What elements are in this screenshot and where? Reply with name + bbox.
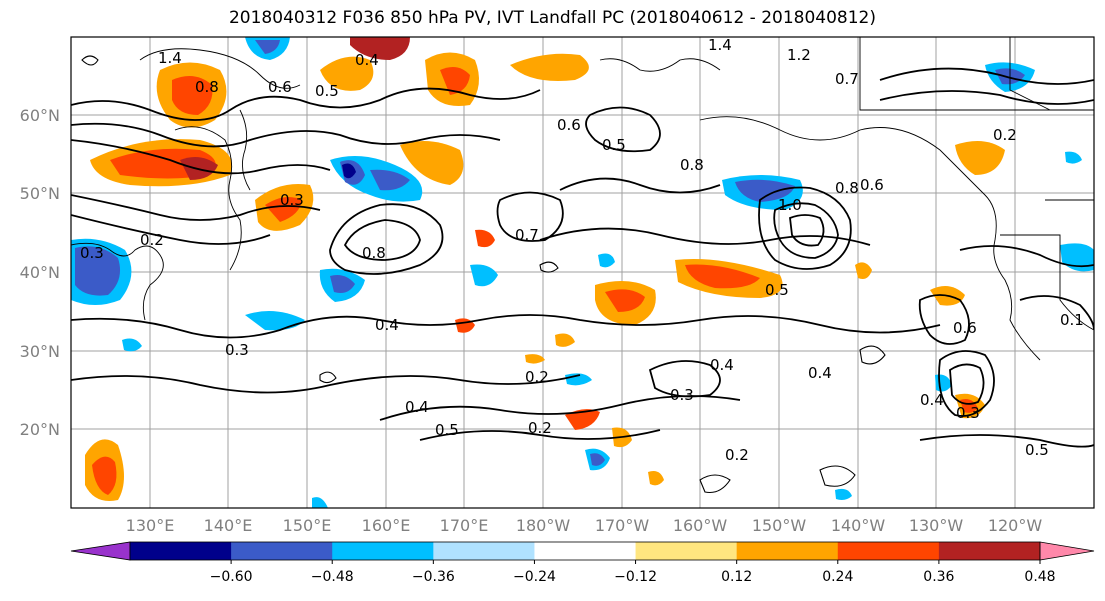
contour-label: 0.6 — [557, 116, 581, 134]
lat-label-40n: 40°N — [20, 263, 60, 282]
positive-anomaly-patches — [85, 37, 1005, 501]
contour-label: 1.4 — [158, 49, 182, 67]
colorbar-tick-label: 0.12 — [721, 569, 752, 585]
contour-label: 0.2 — [993, 126, 1017, 144]
contour-label: 0.4 — [355, 51, 379, 69]
pv-contours — [71, 67, 1094, 448]
lon-label: 170°E — [440, 516, 489, 535]
lon-label: 160°W — [673, 516, 728, 535]
colorbar-segment — [938, 542, 1041, 560]
contour-label: 0.6 — [268, 78, 292, 96]
contour-label: 1.4 — [708, 36, 732, 54]
colorbar: −0.60 −0.48 −0.36 −0.24 −0.12 0.12 0.24 0.36 0.4… — [70, 541, 1095, 585]
lon-label: 180°W — [516, 516, 571, 535]
colorbar-extend-high — [1039, 541, 1095, 561]
contour-label: 1.0 — [778, 196, 802, 214]
colorbar-segment — [433, 542, 535, 560]
lon-label: 130°W — [909, 516, 964, 535]
contour-label: 0.5 — [1025, 441, 1049, 459]
lon-label: 120°W — [988, 516, 1043, 535]
coastlines — [71, 37, 1094, 361]
pv-contours-thin — [81, 55, 886, 494]
colorbar-tick-label: −0.12 — [614, 569, 657, 585]
contour-label: 0.2 — [525, 368, 549, 386]
contour-label: 0.2 — [528, 419, 552, 437]
contour-label: 0.3 — [80, 244, 104, 262]
contour-label: 0.8 — [195, 78, 219, 96]
contour-label: 0.3 — [956, 404, 980, 422]
contour-label: 0.3 — [670, 386, 694, 404]
colorbar-tick-label: 0.24 — [822, 569, 853, 585]
lon-label: 160°E — [362, 516, 411, 535]
contour-label: 0.4 — [808, 364, 832, 382]
lon-label: 150°E — [283, 516, 332, 535]
colorbar-tick-label: 0.48 — [1024, 569, 1055, 585]
latitude-labels: 60°N 50°N 40°N 30°N 20°N — [20, 106, 60, 439]
lon-label: 150°W — [752, 516, 807, 535]
longitude-labels: 130°E 140°E 150°E 160°E 170°E 180°W 170°… — [126, 516, 1043, 535]
plot-frame — [70, 36, 1095, 509]
contour-label: 0.3 — [280, 191, 304, 209]
contour-label: 1.2 — [787, 46, 811, 64]
colorbar-border — [129, 541, 1041, 561]
lon-label: 170°W — [595, 516, 650, 535]
colorbar-extend-low — [70, 541, 131, 561]
colorbar-segment — [231, 542, 333, 560]
contour-label: 0.4 — [375, 316, 399, 334]
colorbar-segment — [130, 542, 232, 560]
contour-label: 0.2 — [725, 446, 749, 464]
colorbar-tick-label: −0.60 — [210, 569, 253, 585]
contour-label: 0.6 — [860, 176, 884, 194]
colorbar-tick-label: −0.24 — [513, 569, 556, 585]
contour-label: 0.5 — [315, 82, 339, 100]
contour-label: 0.7 — [835, 70, 859, 88]
map-title: 2018040312 F036 850 hPa PV, IVT Landfall… — [228, 8, 876, 28]
colorbar-tick-label: −0.48 — [311, 569, 354, 585]
contour-label: 0.4 — [920, 391, 944, 409]
lat-label-20n: 20°N — [20, 420, 60, 439]
lon-label: 140°E — [204, 516, 253, 535]
colorbar-segment — [837, 542, 940, 560]
colorbar-tick-label: 0.36 — [923, 569, 954, 585]
contour-label: 0.4 — [405, 398, 429, 416]
contour-label: 0.5 — [765, 281, 789, 299]
lon-label: 140°W — [831, 516, 886, 535]
lat-label-50n: 50°N — [20, 184, 60, 203]
colorbar-tick-label: −0.36 — [412, 569, 455, 585]
contour-label: 0.4 — [710, 356, 734, 374]
contour-labels: 1.4 0.4 0.5 1.4 1.2 0.8 0.6 0.7 0.6 0.5 … — [80, 36, 1084, 464]
colorbar-segment — [332, 542, 434, 560]
lat-label-60n: 60°N — [20, 106, 60, 125]
contour-label: 0.6 — [953, 319, 977, 337]
contour-label: 0.5 — [602, 136, 626, 154]
lon-label: 130°E — [126, 516, 175, 535]
gridlines — [71, 37, 1094, 508]
colorbar-segment — [635, 542, 738, 560]
contour-label: 0.5 — [435, 421, 459, 439]
colorbar-segment — [534, 542, 637, 560]
contour-label: 0.8 — [362, 244, 386, 262]
lat-label-30n: 30°N — [20, 342, 60, 361]
contour-label: 0.8 — [680, 156, 704, 174]
contour-label: 0.3 — [225, 341, 249, 359]
contour-label: 0.8 — [835, 179, 859, 197]
contour-label: 0.2 — [140, 231, 164, 249]
contour-label: 0.7 — [515, 226, 539, 244]
colorbar-segment — [736, 542, 839, 560]
contour-label: 0.1 — [1060, 311, 1084, 329]
